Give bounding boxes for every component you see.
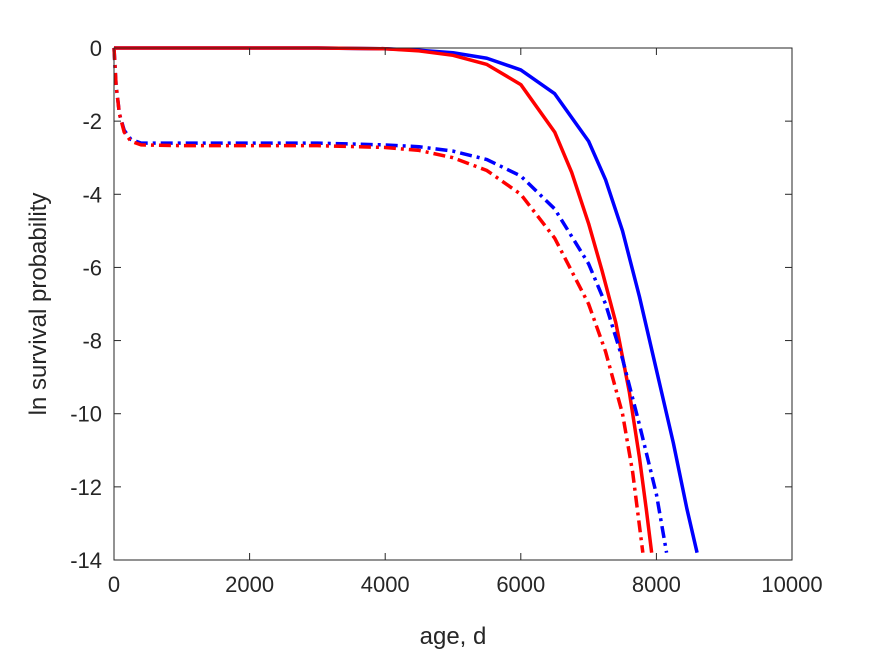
series-line-3: [112, 47, 669, 553]
tick-layer: 0 2000 4000 6000 8000 10000 0 -2 -4 -6 -8 -10 -12 -14: [70, 36, 822, 597]
y-tick-label: 0: [90, 36, 102, 61]
x-tick-label: 8000: [632, 572, 681, 597]
y-tick-label: -6: [82, 255, 102, 280]
y-tick-label: -4: [82, 182, 102, 207]
x-tick-label: 10000: [761, 572, 822, 597]
y-tick-label: -2: [82, 109, 102, 134]
x-tick-label: 0: [108, 572, 120, 597]
series-line-4: [112, 47, 645, 553]
x-tick-label: 6000: [496, 572, 545, 597]
x-tick-label: 4000: [361, 572, 410, 597]
y-tick-label: -14: [70, 548, 102, 573]
y-tick-label: -8: [82, 329, 102, 354]
x-axis-title: age, d: [420, 623, 487, 650]
x-tick-label: 2000: [225, 572, 274, 597]
plot-frame: [113, 47, 793, 561]
y-tick-label: -10: [70, 402, 102, 427]
y-tick-label: -12: [70, 475, 102, 500]
y-axis-title: ln survival probability: [25, 193, 52, 416]
